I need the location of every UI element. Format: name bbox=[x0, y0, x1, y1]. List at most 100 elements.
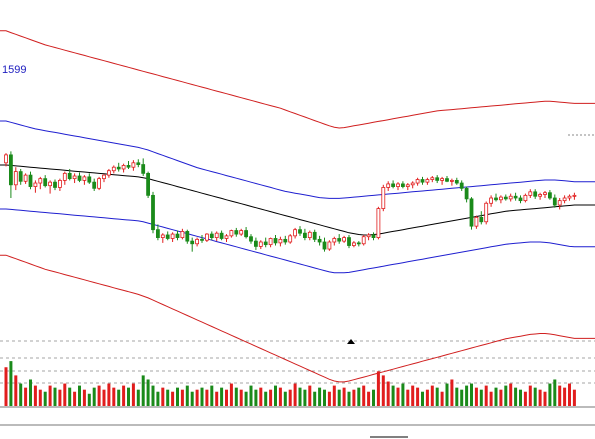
candle bbox=[102, 174, 106, 183]
candle bbox=[28, 171, 33, 190]
candle-body bbox=[170, 233, 175, 239]
candle bbox=[548, 190, 552, 200]
candle bbox=[533, 189, 538, 199]
volume-bar bbox=[176, 387, 179, 406]
volume-bar bbox=[48, 385, 52, 406]
candle-body bbox=[102, 174, 106, 180]
volume-bar bbox=[78, 385, 81, 406]
volume-bar bbox=[376, 371, 380, 406]
candle bbox=[160, 233, 165, 243]
candle-body bbox=[381, 187, 386, 209]
candle bbox=[376, 206, 381, 240]
candle bbox=[273, 234, 278, 246]
volume-bar bbox=[327, 391, 331, 406]
volume-bar bbox=[435, 387, 439, 406]
volume-bar bbox=[122, 385, 126, 406]
candle-body bbox=[371, 234, 376, 239]
candle-body bbox=[293, 229, 298, 237]
candle-body bbox=[347, 237, 351, 246]
candle-body bbox=[312, 231, 317, 240]
volume-bar bbox=[288, 389, 292, 406]
candle bbox=[204, 233, 209, 242]
volume-bar bbox=[528, 385, 532, 406]
candle bbox=[386, 181, 391, 191]
volume-bar bbox=[131, 383, 135, 406]
candle-body bbox=[209, 233, 214, 239]
candle-body bbox=[224, 235, 229, 239]
candle bbox=[278, 236, 283, 247]
volume-bar bbox=[313, 391, 317, 406]
candle-body bbox=[165, 234, 170, 239]
candle bbox=[430, 176, 435, 183]
volume-bar bbox=[337, 389, 341, 406]
volume-bar bbox=[180, 389, 184, 406]
candle-body bbox=[400, 183, 405, 187]
candle-body bbox=[239, 230, 244, 235]
candle-body bbox=[445, 178, 449, 182]
volume-bar bbox=[504, 385, 508, 406]
volume-bar bbox=[323, 389, 326, 406]
volume-bar bbox=[440, 391, 444, 406]
candle-body bbox=[494, 197, 498, 201]
candle bbox=[508, 193, 513, 202]
candle-body bbox=[484, 202, 489, 223]
candle bbox=[361, 234, 366, 246]
candle-body bbox=[567, 195, 572, 199]
candle-body bbox=[391, 183, 396, 187]
candle bbox=[67, 168, 72, 181]
candle-body bbox=[552, 197, 557, 206]
candle bbox=[513, 192, 518, 201]
candle bbox=[146, 171, 151, 198]
candle bbox=[111, 165, 116, 174]
candle bbox=[82, 175, 87, 185]
volume-bar bbox=[264, 391, 268, 406]
volume-bar bbox=[558, 385, 562, 406]
candle-body bbox=[459, 182, 464, 189]
candle-body bbox=[77, 175, 82, 181]
candle-body bbox=[405, 184, 410, 187]
volume-bar bbox=[421, 391, 424, 406]
candle bbox=[107, 168, 111, 178]
volume-bar bbox=[151, 385, 155, 406]
volume-bar bbox=[303, 389, 307, 406]
candle bbox=[420, 176, 425, 185]
candle-body bbox=[253, 240, 258, 247]
candle-body bbox=[278, 238, 283, 244]
volume-bar bbox=[24, 387, 28, 406]
volume-bar bbox=[200, 387, 204, 406]
volume-bar bbox=[367, 391, 371, 406]
candle-body bbox=[48, 181, 52, 187]
volume-bar bbox=[519, 389, 522, 406]
candle bbox=[435, 175, 440, 184]
volume-bar bbox=[14, 375, 18, 406]
candle bbox=[396, 182, 400, 191]
candle-body bbox=[543, 192, 547, 195]
candle bbox=[538, 192, 542, 200]
candle-body bbox=[131, 162, 136, 168]
volume-bar bbox=[318, 387, 322, 406]
candle-body bbox=[151, 194, 155, 231]
volume-bar bbox=[509, 383, 513, 406]
candle bbox=[151, 191, 155, 234]
candle bbox=[268, 237, 273, 248]
volume-bar bbox=[563, 387, 567, 406]
candle bbox=[283, 235, 288, 245]
volume-bar bbox=[38, 389, 42, 406]
candle bbox=[141, 158, 146, 176]
candle bbox=[58, 178, 62, 191]
candle-body bbox=[249, 236, 253, 242]
volume-bar bbox=[171, 391, 175, 406]
candle bbox=[209, 231, 214, 241]
candle-body bbox=[440, 178, 445, 181]
candle-body bbox=[464, 187, 469, 200]
candle bbox=[165, 231, 170, 241]
inner-band-lower-line bbox=[0, 208, 595, 274]
candle bbox=[523, 193, 528, 203]
volume-bar bbox=[342, 387, 346, 406]
candle-body bbox=[557, 200, 562, 206]
candle bbox=[381, 184, 386, 212]
candle bbox=[528, 189, 533, 198]
volume-bar bbox=[494, 387, 498, 406]
candle-body bbox=[366, 234, 371, 238]
volume-bar bbox=[205, 389, 209, 406]
